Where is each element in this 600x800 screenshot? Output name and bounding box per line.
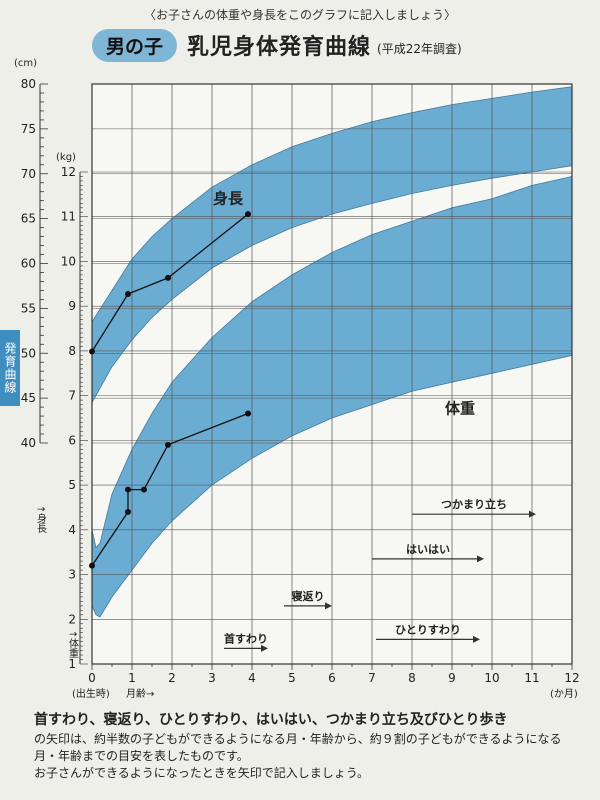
grid-layer — [91, 83, 573, 665]
height-tick-label: 55 — [21, 301, 36, 315]
weight-tick-label: 11 — [61, 210, 76, 224]
survey-note: (平成22年調査) — [377, 41, 462, 56]
height-axis-label: ↑身長 — [35, 505, 47, 534]
milestone-label: 寝返り — [292, 589, 325, 603]
weight-tick-label: 2 — [68, 612, 76, 626]
header: 男の子 乳児身体発育曲線 (平成22年調査) — [92, 28, 462, 62]
weight-tick-label: 5 — [68, 478, 76, 492]
x-tick-label: 9 — [448, 671, 456, 685]
footer-body: の矢印は、約半数の子どもができるようになる月・年齢から、約９割の子どもができるよ… — [34, 732, 562, 763]
growth-chart: 404550556065707580(cm)↑身長123456789101112… — [14, 58, 580, 700]
height-tick-label: 65 — [21, 212, 36, 226]
x-tick-label: 8 — [408, 671, 416, 685]
height-tick-label: 75 — [21, 122, 36, 136]
x-birth-label: (出生時) — [72, 687, 110, 700]
height-tick-label: 50 — [21, 346, 36, 360]
x-tick-label: 5 — [288, 671, 296, 685]
series-line-weight — [91, 412, 249, 566]
x-tick-label: 0 — [88, 671, 96, 685]
x-tick-label: 6 — [328, 671, 336, 685]
x-tick-label: 11 — [524, 671, 539, 685]
height-tick-label: 80 — [21, 77, 36, 91]
height-tick-label: 70 — [21, 167, 36, 181]
height-unit: (cm) — [14, 58, 37, 69]
weight-tick-label: 9 — [68, 299, 76, 313]
series-layer — [89, 211, 251, 569]
height-tick-label: 40 — [21, 436, 36, 450]
band-label: 体重 — [445, 400, 475, 418]
data-point-height — [165, 274, 171, 281]
weight-axis-label: ↑体重 — [67, 630, 79, 658]
gender-badge: 男の子 — [92, 28, 178, 62]
weight-tick-label: 6 — [68, 433, 76, 447]
weight-tick-label: 1 — [68, 657, 76, 671]
height-tick-label: 60 — [21, 257, 36, 271]
x-tick-label: 2 — [168, 671, 176, 685]
weight-tick-label: 7 — [68, 389, 76, 403]
footer-lead: 首すわり、寝返り、ひとりすわり、はいはい、つかまり立ち及びひとり歩き — [34, 712, 508, 728]
data-point-weight — [245, 410, 251, 417]
page-title: 乳児身体発育曲線 — [187, 35, 372, 60]
weight-tick-label: 3 — [68, 568, 76, 582]
milestone-label: ひとりすわり — [395, 623, 461, 636]
data-point-weight — [125, 486, 131, 493]
data-point-weight — [89, 562, 95, 569]
footer-note: お子さんができるようになったときを矢印で記入しましょう。 — [34, 766, 370, 780]
band-label: 身長 — [213, 189, 244, 207]
weight-tick-label: 12 — [61, 165, 76, 179]
data-point-weight — [141, 486, 147, 493]
milestone-arrow-head — [477, 555, 484, 563]
weight-tick-label: 4 — [68, 523, 76, 537]
x-tick-label: 10 — [484, 671, 499, 685]
series-line-height — [91, 213, 249, 352]
milestone-arrow-head — [325, 602, 332, 610]
milestone-label: はいはい — [406, 543, 450, 556]
data-point-height — [245, 211, 251, 218]
footer: 首すわり、寝返り、ひとりすわり、はいはい、つかまり立ち及びひとり歩き の矢印は、… — [34, 712, 579, 782]
weight-tick-label: 8 — [68, 344, 76, 358]
axes-layer: 404550556065707580(cm)↑身長123456789101112… — [14, 58, 580, 700]
x-tick-label: 12 — [564, 671, 579, 685]
x-tick-label: 1 — [128, 671, 136, 685]
x-axis-label: 月齢→ — [126, 687, 154, 700]
x-tick-label: 4 — [248, 671, 256, 685]
x-tick-label: 7 — [368, 671, 376, 685]
side-tab[interactable]: 発育曲線 — [0, 330, 20, 406]
height-tick-label: 45 — [21, 391, 36, 405]
x-tick-label: 3 — [208, 671, 216, 685]
data-point-height — [89, 348, 95, 355]
page-subtitle: 〈お子さんの体重や身長をこのグラフに記入しましょう〉 — [143, 8, 456, 22]
milestone-arrow-head — [261, 644, 268, 652]
data-point-weight — [125, 508, 131, 515]
weight-tick-label: 10 — [61, 254, 76, 268]
data-point-weight — [165, 441, 171, 448]
data-point-height — [125, 291, 131, 298]
milestone-arrow-head — [473, 635, 480, 643]
x-unit: (か月) — [550, 688, 578, 700]
milestone-label: つかまり立ち — [441, 497, 507, 511]
milestone-label: 首すわり — [224, 631, 268, 645]
weight-unit: (kg) — [56, 152, 76, 163]
milestone-arrow-head — [529, 510, 536, 518]
